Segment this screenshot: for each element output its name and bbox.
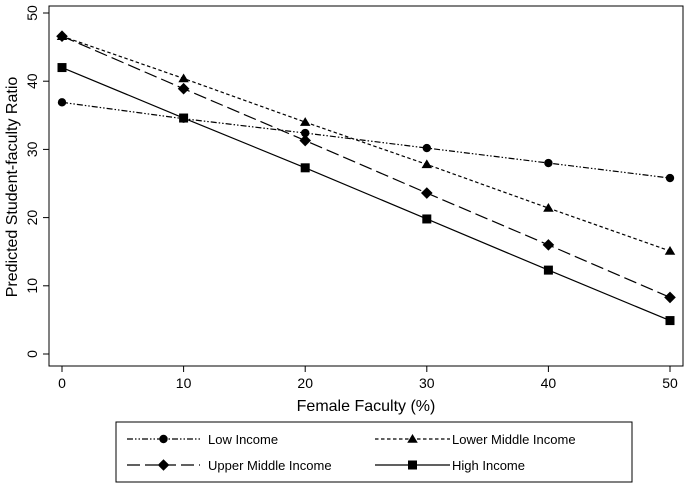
- x-tick-label: 20: [297, 375, 313, 391]
- data-point-high-income: [57, 63, 67, 73]
- data-point-low-income: [57, 98, 67, 107]
- x-tick-label: 50: [662, 375, 678, 391]
- x-tick-label: 40: [541, 375, 557, 391]
- y-tick-label: 30: [24, 141, 40, 157]
- plot-frame: [48, 5, 684, 367]
- y-tick-label: 20: [24, 210, 40, 226]
- data-point-upper-middle-income: [421, 187, 433, 199]
- data-point-upper-middle-income: [177, 82, 190, 95]
- legend-marker-high-income: [408, 460, 417, 470]
- legend-marker-upper-middle-income: [157, 459, 170, 471]
- data-point-upper-middle-income: [299, 134, 311, 147]
- legend-frame: [115, 421, 633, 483]
- x-tick-label: 0: [58, 375, 66, 391]
- data-point-lower-middle-income: [664, 246, 676, 255]
- data-point-low-income: [301, 128, 310, 138]
- data-point-low-income: [544, 158, 553, 168]
- data-point-upper-middle-income: [542, 239, 555, 251]
- data-point-high-income: [179, 113, 189, 123]
- x-tick-label: 10: [176, 375, 192, 391]
- y-tick-label: 40: [24, 73, 40, 89]
- legend-marker-lower-middle-income: [407, 434, 418, 443]
- legend-label-upper-middle-income: Upper Middle Income: [208, 458, 332, 473]
- data-point-high-income: [422, 214, 432, 224]
- data-point-high-income: [543, 265, 553, 275]
- legend-label-high-income: High Income: [452, 458, 525, 473]
- x-axis-label: Female Faculty (%): [297, 398, 436, 415]
- data-point-upper-middle-income: [664, 291, 676, 304]
- series-group: [56, 30, 676, 326]
- x-tick-label: 30: [419, 375, 435, 391]
- legend-label-low-income: Low Income: [208, 432, 278, 447]
- y-axis-label: Predicted Student-faculty Ratio: [4, 77, 21, 298]
- data-point-high-income: [665, 316, 675, 326]
- y-tick-label: 0: [24, 350, 40, 358]
- series-line-upper-middle-income: [61, 35, 671, 298]
- data-point-lower-middle-income: [543, 203, 554, 212]
- y-tick-label: 10: [24, 278, 40, 294]
- data-point-lower-middle-income: [299, 117, 311, 126]
- legend: Low Income Lower Middle Income Upper Middl…: [127, 432, 576, 473]
- legend-label-lower-middle-income: Lower Middle Income: [452, 432, 576, 447]
- data-point-lower-middle-income: [421, 159, 433, 169]
- y-tick-label: 50: [24, 5, 40, 21]
- data-point-upper-middle-income: [56, 30, 68, 42]
- data-point-low-income: [422, 143, 431, 153]
- data-point-lower-middle-income: [178, 73, 189, 83]
- data-point-low-income: [665, 173, 675, 183]
- series-line-lower-middle-income: [61, 35, 671, 252]
- series-line-high-income: [61, 67, 671, 322]
- series-line-low-income: [61, 101, 671, 179]
- legend-marker-low-income: [159, 434, 168, 444]
- axes: 0 10 20 30 40 50 0 10 20 30 40 50: [24, 5, 678, 391]
- data-point-high-income: [300, 163, 310, 173]
